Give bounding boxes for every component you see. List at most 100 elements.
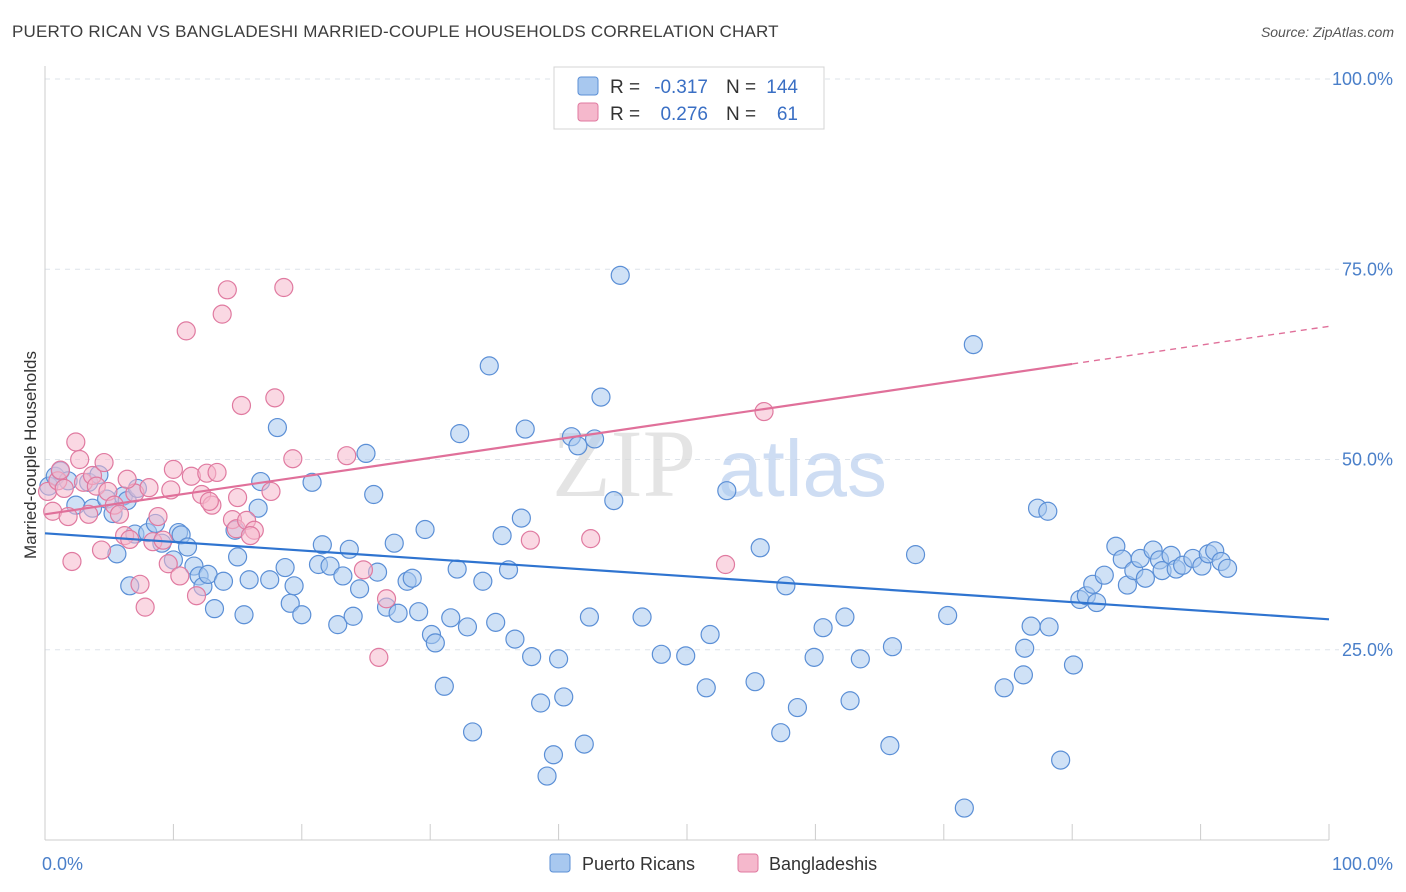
point-bangladeshi-59 xyxy=(228,487,248,508)
point-puerto-rican-119 xyxy=(1051,750,1071,770)
point-bangladeshi-17 xyxy=(109,504,130,524)
point-bangladeshi-29 xyxy=(170,566,190,586)
y-axis-title: Married-couple Households xyxy=(21,351,40,559)
trend-line-bangladeshi-extension xyxy=(1072,325,1330,365)
point-puerto-rican-75 xyxy=(515,419,535,439)
point-bangladeshi-51 xyxy=(369,647,389,667)
point-puerto-rican-22 xyxy=(177,537,198,557)
point-bangladeshi-28 xyxy=(163,459,183,479)
point-puerto-rican-64 xyxy=(447,559,467,579)
source-credit: Source: ZipAtlas.com xyxy=(1260,24,1394,40)
point-puerto-rican-84 xyxy=(574,734,594,754)
y-tick-label-1: 50.0% xyxy=(1342,450,1393,470)
point-puerto-rican-105 xyxy=(850,649,870,669)
point-puerto-rican-76 xyxy=(522,646,542,667)
point-puerto-rican-30 xyxy=(228,547,248,567)
point-puerto-rican-94 xyxy=(700,624,720,645)
point-puerto-rican-110 xyxy=(954,798,974,818)
point-puerto-rican-113 xyxy=(1013,665,1034,685)
y-tick-label-2: 75.0% xyxy=(1342,259,1393,279)
point-puerto-rican-90 xyxy=(632,607,652,627)
point-puerto-rican-99 xyxy=(776,576,796,596)
point-puerto-rican-115 xyxy=(1021,616,1041,636)
point-puerto-rican-71 xyxy=(492,525,512,546)
point-bangladeshi-14 xyxy=(94,452,114,473)
point-puerto-rican-87 xyxy=(591,387,611,407)
legend-box xyxy=(553,66,825,130)
point-puerto-rican-107 xyxy=(882,637,903,657)
point-puerto-rican-102 xyxy=(813,618,833,638)
point-puerto-rican-41 xyxy=(302,472,322,492)
point-puerto-rican-83 xyxy=(568,436,588,456)
point-puerto-rican-70 xyxy=(486,612,506,632)
point-puerto-rican-63 xyxy=(441,608,461,628)
point-puerto-rican-131 xyxy=(1135,568,1155,588)
chart-title: PUERTO RICAN VS BANGLADESHI MARRIED-COUP… xyxy=(12,22,779,41)
point-bangladeshi-44 xyxy=(261,481,281,502)
legend-r-value-2: 0.276 xyxy=(660,104,708,125)
point-puerto-rican-58 xyxy=(409,602,429,622)
point-puerto-rican-92 xyxy=(676,646,696,666)
series-legend-swatch-pink xyxy=(737,853,759,873)
x-tick-label-max: 100.0% xyxy=(1332,854,1393,874)
point-puerto-rican-67 xyxy=(462,722,483,742)
point-bangladeshi-22 xyxy=(135,597,155,617)
point-puerto-rican-106 xyxy=(880,736,900,756)
point-bangladeshi-21 xyxy=(130,574,150,594)
series-legend-swatch-blue xyxy=(549,853,571,873)
point-puerto-rican-79 xyxy=(543,745,564,765)
point-bangladeshi-36 xyxy=(207,462,227,483)
point-bangladeshi-48 xyxy=(337,446,357,466)
point-puerto-rican-103 xyxy=(835,607,855,627)
point-bangladeshi-58 xyxy=(199,491,219,511)
point-puerto-rican-51 xyxy=(364,484,384,505)
point-bangladeshi-56 xyxy=(117,469,137,489)
legend-r-label-1: R = xyxy=(610,77,640,98)
point-bangladeshi-31 xyxy=(181,466,201,486)
point-puerto-rican-54 xyxy=(384,533,404,553)
axes xyxy=(44,66,1330,841)
point-puerto-rican-143 xyxy=(1217,558,1238,578)
point-bangladeshi-32 xyxy=(186,586,207,606)
point-puerto-rican-32 xyxy=(239,570,259,590)
point-puerto-rican-40 xyxy=(292,605,312,625)
legend-n-label-1: N = xyxy=(726,77,756,98)
point-puerto-rican-50 xyxy=(356,443,376,464)
point-bangladeshi-23 xyxy=(139,478,159,498)
point-bangladeshi-60 xyxy=(240,525,261,546)
point-puerto-rican-81 xyxy=(554,687,574,707)
point-bangladeshi-4 xyxy=(54,478,74,499)
point-bangladeshi-25 xyxy=(148,506,168,527)
point-bangladeshi-52 xyxy=(520,530,540,550)
series-legend: Puerto Ricans Bangladeshis xyxy=(549,853,877,874)
point-bangladeshi-49 xyxy=(353,560,374,580)
point-puerto-rican-125 xyxy=(1094,565,1114,585)
point-bangladeshi-27 xyxy=(158,554,178,574)
legend-n-value-2: 61 xyxy=(777,104,798,125)
point-puerto-rican-46 xyxy=(333,566,353,586)
point-puerto-rican-55 xyxy=(388,603,408,623)
point-puerto-rican-57 xyxy=(402,568,422,588)
point-puerto-rican-96 xyxy=(745,672,765,692)
point-puerto-rican-114 xyxy=(1015,638,1035,658)
point-puerto-rican-77 xyxy=(531,693,551,713)
watermark-atlas: atlas xyxy=(718,424,887,513)
series-legend-label-1: Puerto Ricans xyxy=(582,854,695,874)
point-puerto-rican-33 xyxy=(248,498,268,518)
point-puerto-rican-68 xyxy=(473,571,493,591)
point-puerto-rican-49 xyxy=(349,579,370,599)
point-puerto-rican-120 xyxy=(1063,655,1084,675)
point-puerto-rican-39 xyxy=(284,576,304,596)
point-puerto-rican-108 xyxy=(905,545,926,565)
point-bangladeshi-47 xyxy=(283,449,303,469)
point-bangladeshi-38 xyxy=(217,280,237,300)
point-puerto-rican-47 xyxy=(339,539,359,559)
trend-line-puerto-rican xyxy=(44,532,1330,621)
trend-lines xyxy=(44,325,1330,621)
point-puerto-rican-104 xyxy=(840,691,860,711)
point-puerto-rican-117 xyxy=(1038,501,1058,521)
point-bangladeshi-8 xyxy=(70,449,90,470)
point-puerto-rican-109 xyxy=(938,605,958,626)
point-puerto-rican-48 xyxy=(343,606,363,626)
